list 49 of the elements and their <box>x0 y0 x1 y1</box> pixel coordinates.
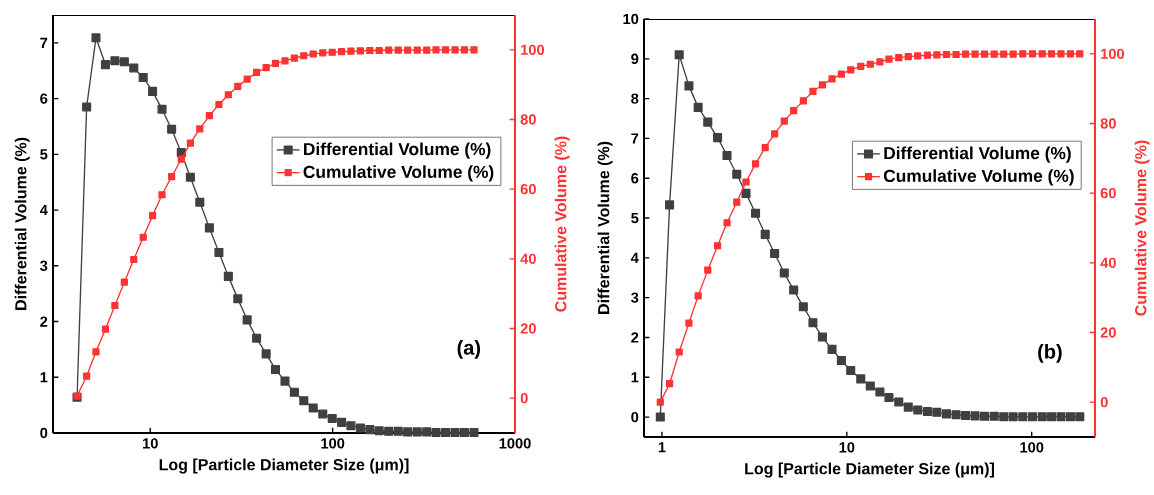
legend-label: Cumulative Volume (%) <box>883 169 1074 186</box>
y2-tick-label: 20 <box>520 323 536 334</box>
legend-label: Differential Volume (%) <box>884 146 1071 163</box>
annotation: (b) <box>1038 344 1062 363</box>
y-tick-label: 6 <box>631 173 639 184</box>
y-tick-label: 3 <box>40 260 48 271</box>
x-tick-label: 1000 <box>499 438 531 449</box>
x-axis-title: Log [Particle Diameter Size (μm)] <box>159 458 409 474</box>
y2-axis-title: Cumulative Volume (%) <box>554 136 570 312</box>
y2-tick-label: 100 <box>1101 48 1125 60</box>
y-tick-label: 0 <box>631 411 639 423</box>
y2-axis-title: Cumulative Volume (%) <box>1134 140 1150 316</box>
x-tick-label: 100 <box>1020 442 1044 453</box>
y-tick-label: 10 <box>623 13 639 25</box>
y2-tick-label: 60 <box>1100 187 1116 199</box>
y2-tick-label: 80 <box>520 114 536 125</box>
y-axis-title: Differential Volume (%) <box>14 137 30 310</box>
y2-tick-label: 20 <box>1100 327 1116 338</box>
y-tick-label: 1 <box>40 372 48 383</box>
y-tick-label: 9 <box>631 53 639 64</box>
y-axis-title: Differential Volume (%) <box>597 141 613 314</box>
x-tick-label: 10 <box>143 438 158 449</box>
x-axis-title: Log [Particle Diameter Size (μm)] <box>745 462 994 478</box>
y2-tick-label: 40 <box>1100 257 1116 269</box>
y-tick-label: 5 <box>40 149 48 160</box>
y-tick-label: 7 <box>40 37 48 48</box>
y-tick-label: 4 <box>630 252 639 263</box>
y-tick-label: 2 <box>40 316 48 327</box>
y-tick-label: 5 <box>631 212 639 224</box>
y-tick-label: 8 <box>631 93 639 104</box>
y-tick-label: 3 <box>631 292 639 303</box>
y2-tick-label: 0 <box>520 392 528 404</box>
y2-tick-label: 0 <box>1100 396 1108 408</box>
x-tick-label: 1 <box>658 442 666 453</box>
legend-label: Differential Volume (%) <box>304 142 491 159</box>
x-tick-label: 10 <box>839 442 855 453</box>
y-tick-label: 1 <box>631 372 639 383</box>
y-tick-label: 2 <box>631 332 639 343</box>
x-tick-label: 100 <box>321 438 345 449</box>
legend-label: Cumulative Volume (%) <box>303 165 494 182</box>
y2-tick-label: 80 <box>1100 118 1116 129</box>
y-tick-label: 0 <box>40 427 48 439</box>
annotation: (a) <box>457 340 481 359</box>
y-tick-label: 6 <box>40 93 48 104</box>
y2-tick-label: 60 <box>520 183 536 195</box>
y2-tick-label: 40 <box>520 253 536 265</box>
y-tick-label: 4 <box>39 205 48 216</box>
y2-tick-label: 100 <box>521 44 545 56</box>
y-tick-label: 7 <box>631 133 639 144</box>
